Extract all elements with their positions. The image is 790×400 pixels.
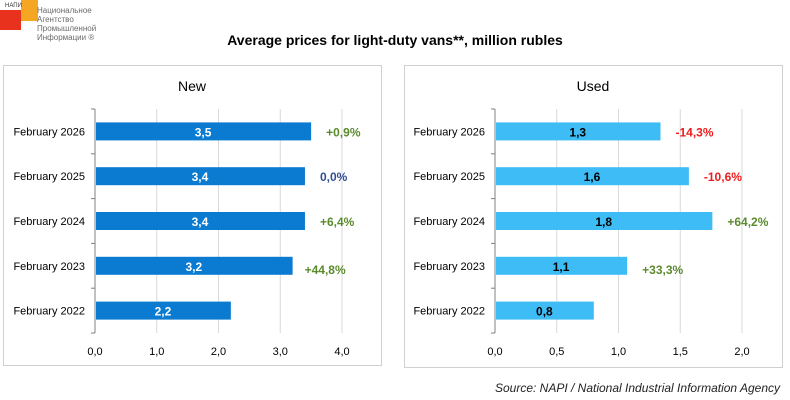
category-label: February 2023 <box>413 261 485 273</box>
bar <box>96 212 305 230</box>
bar <box>96 301 231 320</box>
x-tick-label: 1,0 <box>611 346 626 358</box>
change-label: 0,0% <box>320 170 348 184</box>
bar-value-label: 3,4 <box>192 215 209 229</box>
chart-used: Used 0,0 0,5 1,0 1,5 2,0 February 2026 1,3 -14,3… <box>413 78 768 358</box>
logo-short: НАПИ <box>5 3 22 9</box>
category-label: February 2024 <box>13 216 85 228</box>
chart-new: New 0,0 1,0 2,0 3,0 4,0 February 2026 3,5 +0,9% F… <box>13 78 361 358</box>
chart-panel-new: New 0,0 1,0 2,0 3,0 4,0 February 2026 3,5 +0,9% F… <box>3 65 382 366</box>
source-note: Source: NAPI / National Industrial Infor… <box>494 381 780 395</box>
logo-line: Информации ® <box>37 33 95 42</box>
logo-text: Национальное Агентство Промышленной Инфо… <box>37 6 96 42</box>
change-label: +6,4% <box>320 215 355 229</box>
x-tick-label: 2,0 <box>734 346 749 358</box>
bar <box>96 256 293 275</box>
category-label: February 2024 <box>413 216 485 228</box>
bar <box>496 212 713 230</box>
logo-line: Агентство <box>37 15 74 24</box>
logo-line: Национальное <box>37 6 92 15</box>
x-tick-label: 0,0 <box>87 346 102 358</box>
bar-value-label: 3,5 <box>195 125 212 139</box>
category-label: February 2023 <box>13 261 85 273</box>
change-label: +64,2% <box>727 215 768 229</box>
x-tick-label: 1,5 <box>673 346 688 358</box>
category-label: February 2025 <box>13 171 85 183</box>
page-title: Average prices for light-duty vans**, mi… <box>227 32 563 48</box>
category-label: February 2026 <box>13 126 85 138</box>
change-label: +44,8% <box>305 263 346 277</box>
change-label: -10,6% <box>704 170 742 184</box>
change-label: +33,3% <box>642 263 683 277</box>
bar-value-label: 2,2 <box>155 305 172 319</box>
napi-logo: НАПИ Национальное Агентство Промышленной… <box>0 0 100 55</box>
bar-value-label: 0,8 <box>536 305 553 319</box>
logo-line: Промышленной <box>37 24 97 33</box>
bar <box>496 256 628 275</box>
change-label: -14,3% <box>675 125 713 139</box>
logo-red-square <box>0 10 21 30</box>
bar <box>96 122 312 141</box>
category-label: February 2022 <box>413 306 485 318</box>
x-tick-label: 0,5 <box>549 346 564 358</box>
bar <box>96 167 305 186</box>
x-tick-label: 1,0 <box>149 346 164 358</box>
bar-value-label: 1,6 <box>584 170 601 184</box>
x-tick-label: 2,0 <box>211 346 226 358</box>
x-tick-label: 3,0 <box>273 346 288 358</box>
chart-title: Used <box>577 78 610 94</box>
chart-panel-used: Used 0,0 0,5 1,0 1,5 2,0 February 2026 1,3 -14,3… <box>404 65 783 368</box>
bar-value-label: 3,2 <box>185 260 202 274</box>
logo-orange-square <box>21 0 38 21</box>
category-label: February 2026 <box>413 126 485 138</box>
bar <box>496 301 594 320</box>
category-label: February 2025 <box>413 171 485 183</box>
bar <box>496 122 661 141</box>
bar-value-label: 1,3 <box>569 125 586 139</box>
bar <box>496 167 689 186</box>
x-tick-label: 0,0 <box>487 346 502 358</box>
bar-value-label: 3,4 <box>192 170 209 184</box>
bar-value-label: 1,8 <box>595 215 612 229</box>
bar-value-label: 1,1 <box>553 260 570 274</box>
chart-title: New <box>178 78 207 94</box>
x-tick-label: 4,0 <box>334 346 349 358</box>
category-label: February 2022 <box>13 306 85 318</box>
change-label: +0,9% <box>326 125 361 139</box>
